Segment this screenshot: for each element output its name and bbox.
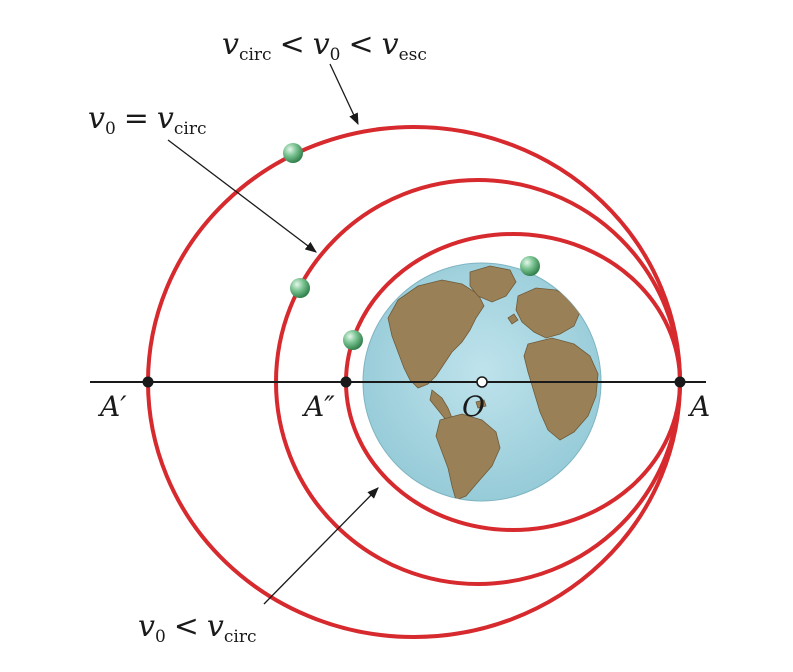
label-a-prime: A′ <box>97 390 127 423</box>
label-top-v0: v <box>313 27 330 62</box>
label-bottom-v0: v <box>138 609 155 644</box>
point-a <box>674 376 686 388</box>
label-top-lt2: < <box>348 27 373 62</box>
satellite-icon <box>283 143 303 163</box>
label-top-sub-esc: esc <box>399 45 427 65</box>
label-a-double-prime: A″ <box>301 390 335 423</box>
earth-icon <box>362 262 602 502</box>
label-middle: v0 = vcirc <box>88 101 206 139</box>
label-top-lt1: < <box>280 27 305 62</box>
satellite-icon <box>343 330 363 350</box>
label-bottom-lt: < <box>174 609 199 644</box>
label-middle-eq: = <box>124 101 149 136</box>
label-top-v2: v <box>382 27 399 62</box>
label-top: vcirc < v0 < vesc <box>222 27 427 65</box>
leader-arrow-middle <box>167 139 317 253</box>
label-middle-sub-circ: circ <box>174 119 207 139</box>
label-middle-v0: v <box>88 101 105 136</box>
label-bottom: v0 < vcirc <box>138 609 256 647</box>
label-bottom-sub-zero: 0 <box>155 627 166 647</box>
label-middle-v: v <box>157 101 174 136</box>
satellite-icon <box>520 256 540 276</box>
label-o: O <box>462 390 485 423</box>
label-bottom-sub-circ: circ <box>224 627 257 647</box>
leader-arrow-top <box>329 63 359 126</box>
point-o-center <box>476 376 488 388</box>
label-a: A <box>687 390 710 423</box>
label-top-sub-zero: 0 <box>330 45 341 65</box>
label-middle-sub-zero: 0 <box>105 119 116 139</box>
label-top-sub-circ: circ <box>239 45 272 65</box>
leader-arrow-bottom <box>263 487 379 605</box>
label-top-v: v <box>222 27 239 62</box>
point-a-prime <box>142 376 154 388</box>
point-a-double-prime <box>340 376 352 388</box>
label-bottom-v: v <box>207 609 224 644</box>
satellite-icon <box>290 278 310 298</box>
